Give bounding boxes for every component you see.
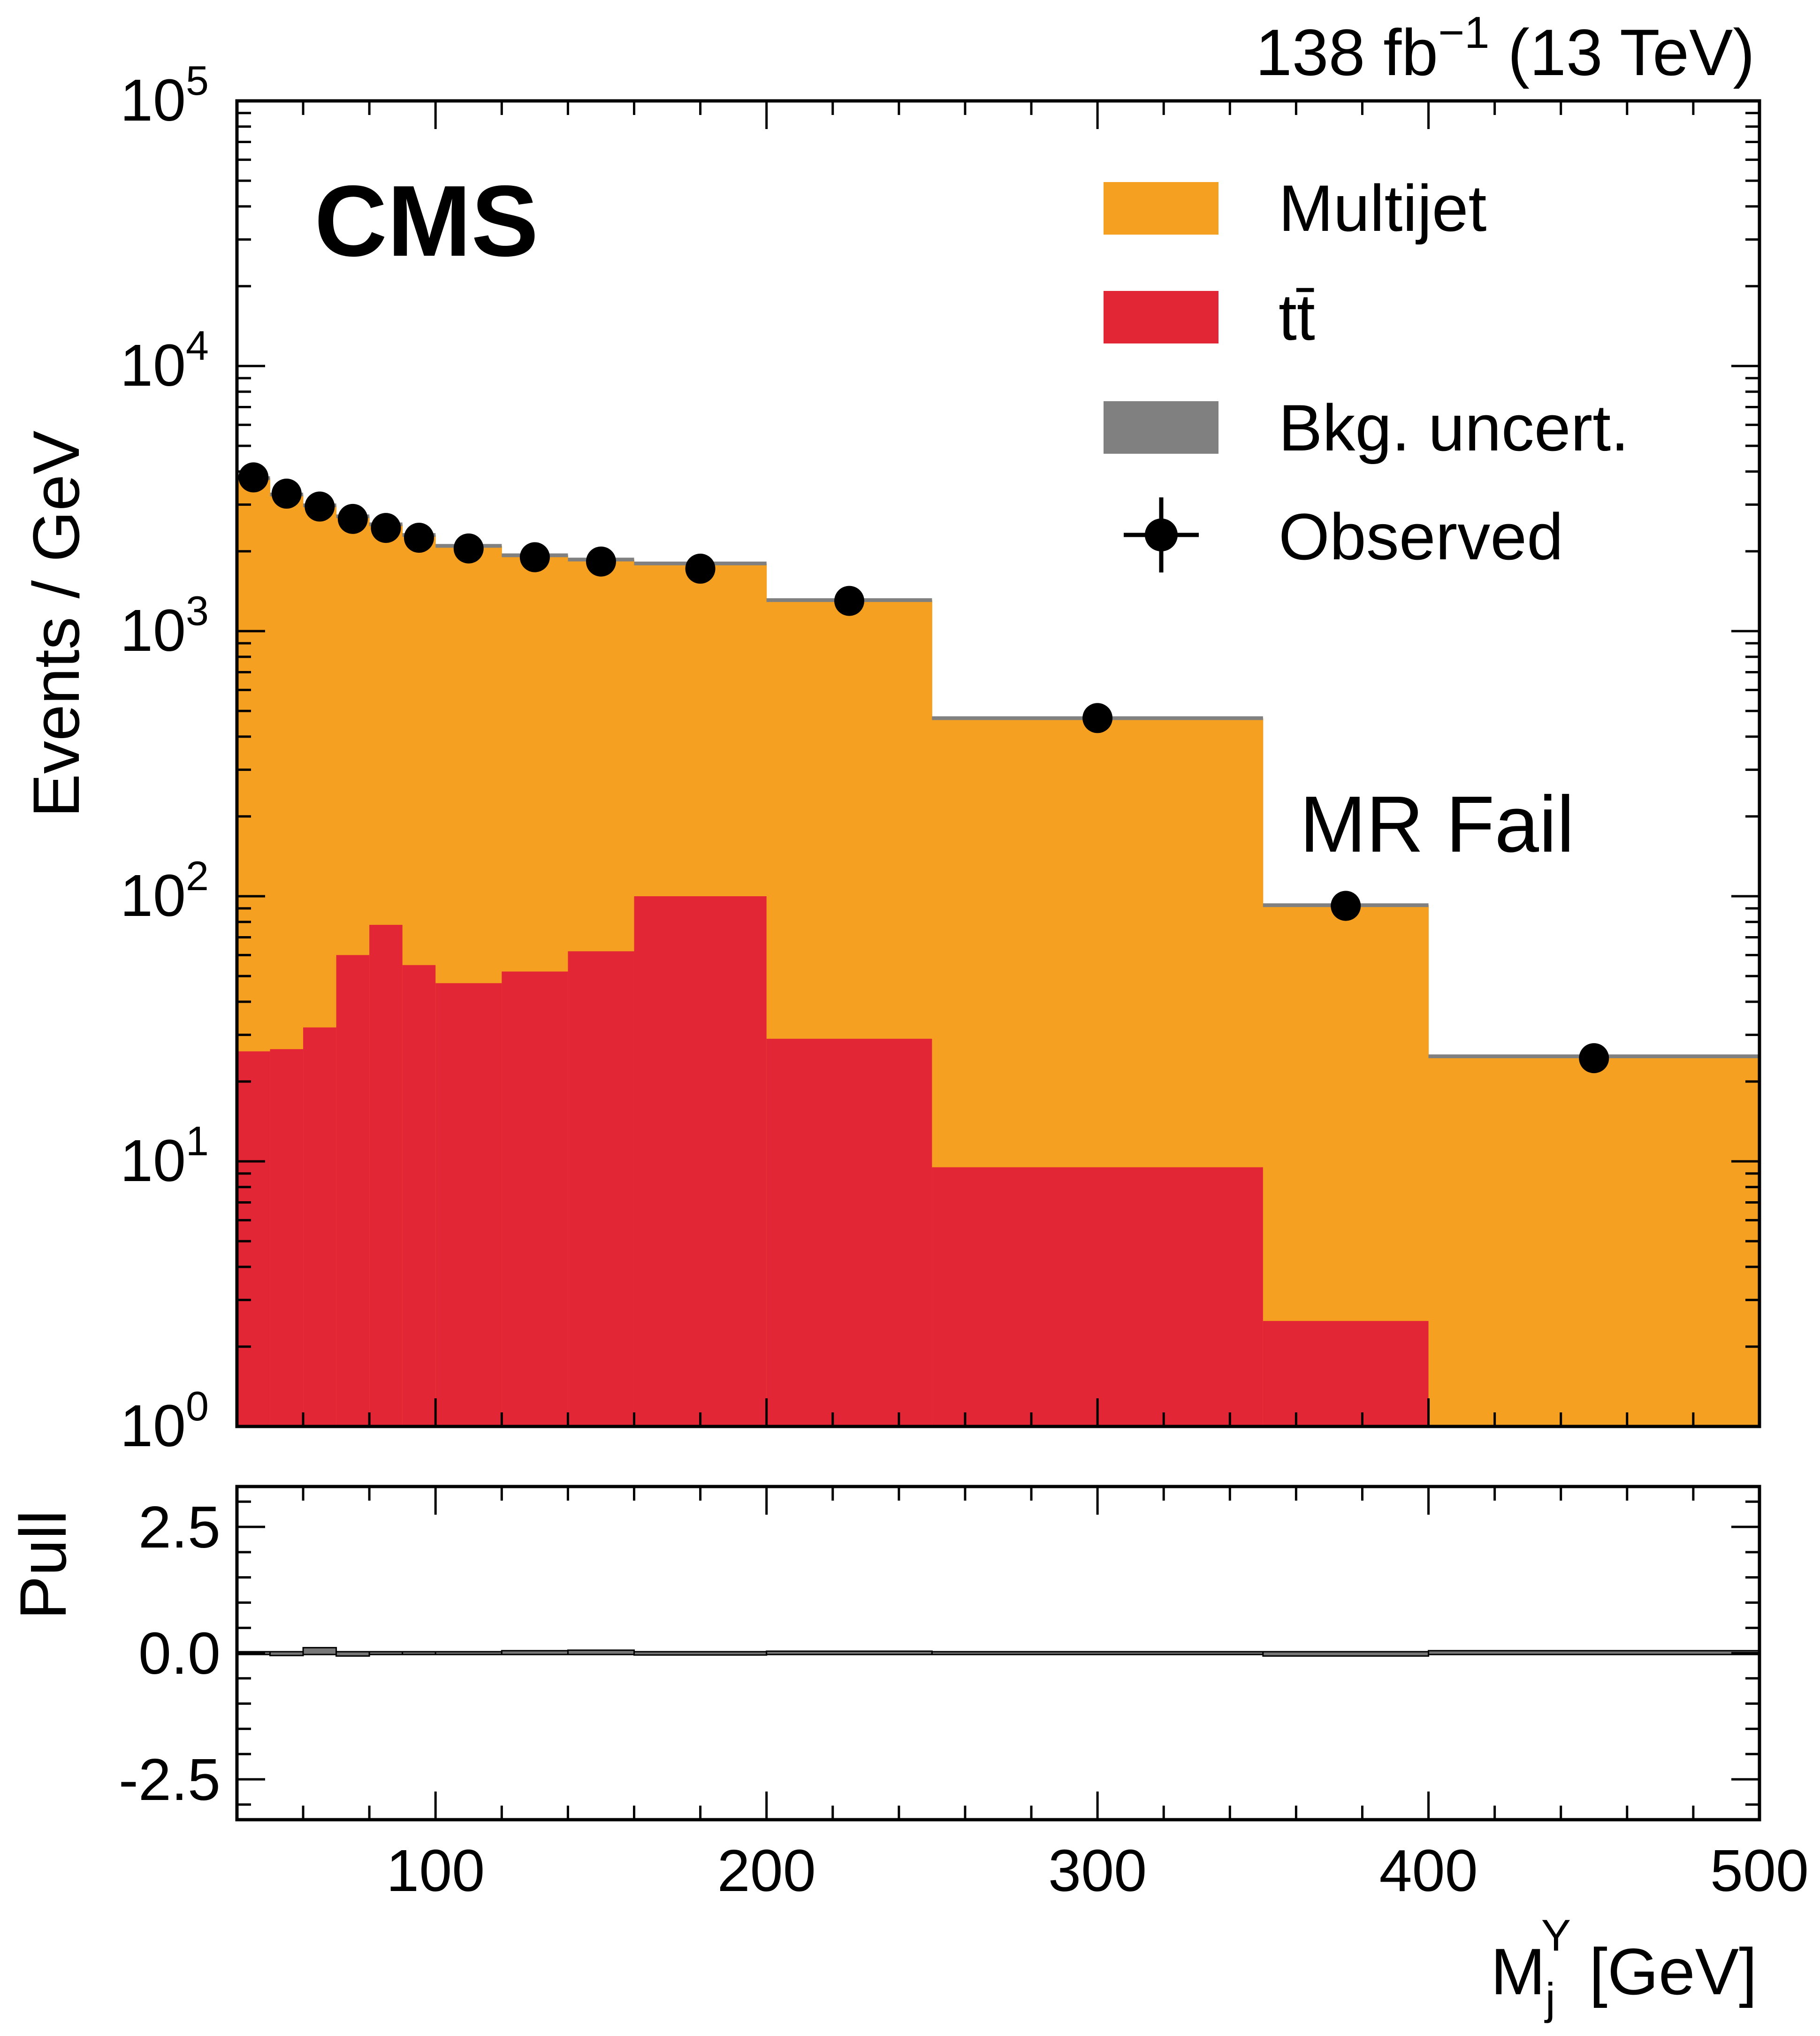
y-tick-label-2: 102 <box>120 853 209 929</box>
ttbar-bar-10 <box>766 1038 932 1426</box>
observed-point-0 <box>238 462 269 493</box>
observed-point-4 <box>371 513 401 543</box>
legend-label-observed: Observed <box>1279 500 1563 573</box>
multijet-bar-13 <box>1428 1056 1760 1426</box>
observed-point-13 <box>1579 1043 1609 1074</box>
x-tick-label-0: 100 <box>386 1838 485 1904</box>
pull-bar-12 <box>1262 1651 1430 1657</box>
pull-tick-labels: 2.5 0.0 -2.5 <box>119 1494 221 1813</box>
pull-axis-title: Pull <box>6 1510 80 1619</box>
main-frame-border <box>235 99 1761 1428</box>
pull-tick-label-0: 2.5 <box>138 1494 221 1560</box>
ttbar-bar-8 <box>568 951 635 1426</box>
observed-point-7 <box>519 542 550 572</box>
observed-point-5 <box>404 523 434 553</box>
ttbar-bar-7 <box>502 971 568 1426</box>
observed-point-11 <box>1082 703 1113 733</box>
cms-label: CMS <box>314 164 539 277</box>
ttbar-bar-11 <box>932 1167 1264 1426</box>
pull-bar-5 <box>402 1651 436 1655</box>
legend: Multijet tt̄ Bkg. uncert. Observed <box>1104 171 1629 573</box>
observed-point-9 <box>685 553 716 584</box>
observed-point-2 <box>305 491 335 522</box>
y-tick-label-5: 105 <box>120 57 209 133</box>
ttbar-bar-6 <box>435 983 502 1426</box>
main-panel-bars <box>237 476 1760 1426</box>
observed-point-8 <box>586 546 616 577</box>
observed-point-10 <box>834 586 865 616</box>
pull-bar-13 <box>1428 1650 1760 1655</box>
ttbar-bar-3 <box>336 955 370 1426</box>
legend-label-multijet: Multijet <box>1279 171 1486 245</box>
legend-observed-marker <box>1145 519 1178 551</box>
x-tick-label-4: 500 <box>1710 1838 1809 1904</box>
pull-bar-6 <box>434 1651 503 1655</box>
y-tick-label-3: 103 <box>120 587 209 663</box>
ttbar-bar-2 <box>303 1027 337 1426</box>
ttbar-bar-12 <box>1263 1321 1429 1426</box>
observed-point-1 <box>271 479 302 509</box>
y-axis-title: Events / GeV <box>19 431 93 818</box>
x-axis-title: MjY [GeV] <box>1491 1911 1757 2024</box>
ttbar-bar-9 <box>634 896 767 1426</box>
ttbar-bar-4 <box>369 924 403 1426</box>
pull-bar-9 <box>633 1651 768 1656</box>
pull-bar-1 <box>269 1651 304 1656</box>
legend-swatch-multijet <box>1104 182 1218 235</box>
pull-bar-8 <box>567 1649 635 1655</box>
legend-label-ttbar: tt̄ <box>1279 280 1315 354</box>
main-panel-frame <box>235 99 1761 1428</box>
x-tick-label-3: 400 <box>1379 1838 1477 1904</box>
ttbar-bar-1 <box>270 1049 304 1426</box>
observed-point-6 <box>453 533 484 564</box>
ttbar-bar-0 <box>237 1051 271 1426</box>
pull-bar-11 <box>931 1651 1264 1655</box>
x-tick-label-2: 300 <box>1048 1838 1147 1904</box>
pull-bar-4 <box>368 1651 404 1655</box>
ttbar-bar-5 <box>402 965 436 1426</box>
pull-panel <box>235 1485 1761 1822</box>
legend-swatch-ttbar <box>1104 291 1218 343</box>
observed-point-3 <box>337 503 368 534</box>
observed-data-points <box>238 462 1609 1074</box>
y-tick-label-0: 100 <box>120 1383 209 1459</box>
pull-bar-7 <box>501 1650 569 1655</box>
x-tick-label-1: 200 <box>717 1838 816 1904</box>
y-tick-labels: 100 101 102 103 104 105 <box>120 57 209 1459</box>
pull-bar-10 <box>766 1650 933 1655</box>
x-tick-labels: 100 200 300 400 500 <box>386 1838 1809 1904</box>
legend-swatch-bkg-uncert <box>1104 401 1218 454</box>
pull-tick-label-1: 0.0 <box>138 1620 221 1686</box>
pull-bar-3 <box>335 1651 370 1657</box>
y-tick-label-1: 101 <box>120 1118 209 1194</box>
legend-label-bkg-uncert: Bkg. uncert. <box>1279 391 1629 465</box>
pull-tick-label-2: -2.5 <box>119 1746 221 1813</box>
lumi-label: 138 fb−1 (13 TeV) <box>1256 8 1755 89</box>
y-tick-label-4: 104 <box>120 322 209 398</box>
region-label: MR Fail <box>1300 780 1575 869</box>
pull-bar-2 <box>302 1647 337 1655</box>
observed-point-12 <box>1331 891 1361 921</box>
